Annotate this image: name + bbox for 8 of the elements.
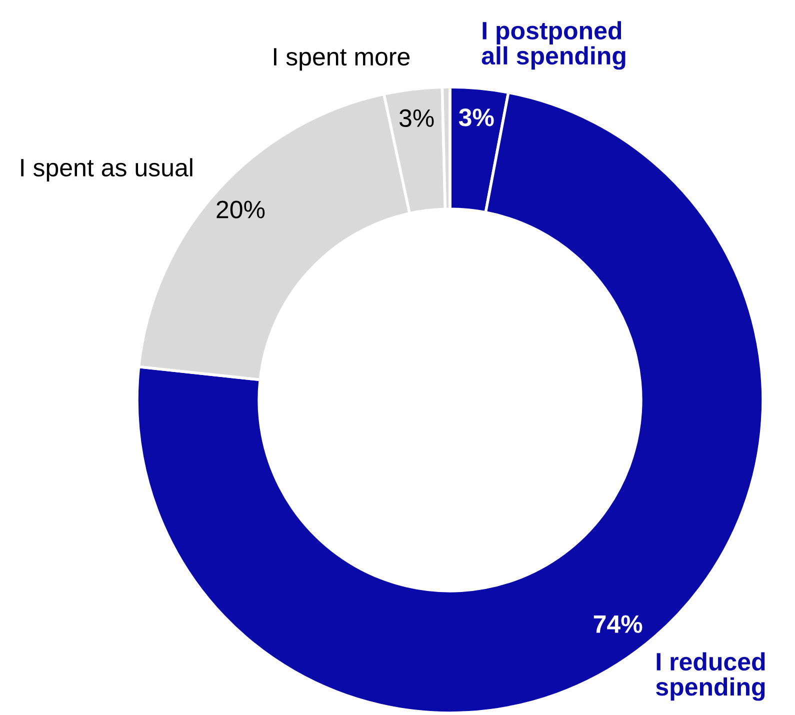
data-label: 20% <box>216 200 265 218</box>
slice-label: I postponed all spending <box>482 21 626 70</box>
slice-label: I spent as usual <box>21 158 192 182</box>
data-label: 74% <box>594 615 642 633</box>
data-label: 3% <box>399 109 434 127</box>
slice-label: I reduced spending <box>656 652 765 701</box>
slice-label: I spent more <box>274 48 410 71</box>
data-label: 3% <box>458 108 494 126</box>
